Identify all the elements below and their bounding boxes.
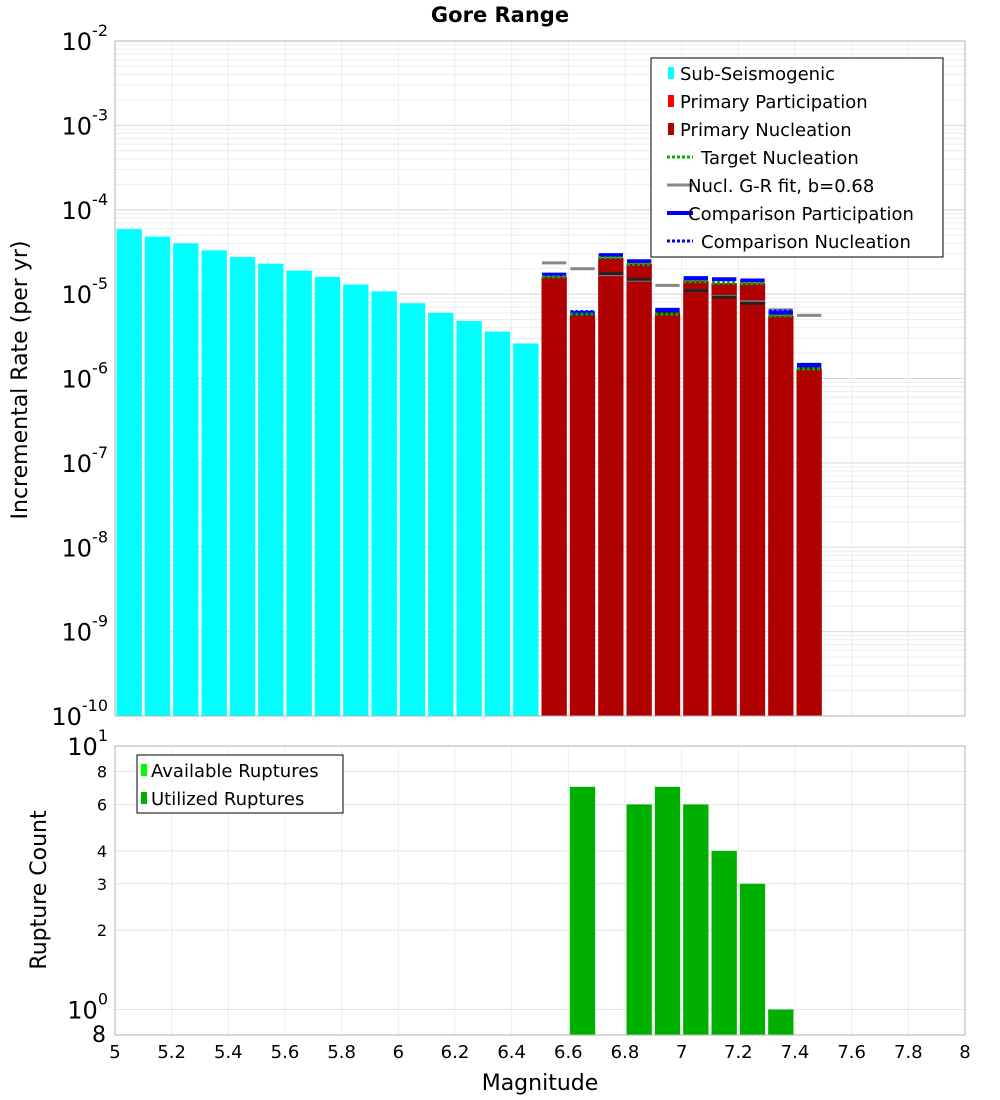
sub-seismogenic-bar — [201, 250, 227, 717]
utilized-ruptures-bar — [768, 1009, 794, 1035]
y-tick-label: 10-3 — [62, 105, 109, 140]
legend-swatch — [668, 95, 674, 107]
utilized-ruptures-bar — [683, 804, 709, 1035]
y-tick-label: 6 — [97, 795, 107, 814]
utilized-ruptures-bar — [626, 804, 652, 1035]
sub-seismogenic-bar — [484, 331, 511, 716]
x-tick-label: 7 — [676, 1042, 687, 1063]
x-tick-label: 6.2 — [441, 1042, 470, 1063]
y-tick-label: 8 — [92, 1023, 106, 1048]
x-tick-label: 6.4 — [497, 1042, 526, 1063]
x-tick-label: 7.4 — [781, 1042, 810, 1063]
primary-nucleation-bar — [711, 283, 737, 716]
x-axis-label: Magnitude — [482, 1071, 599, 1096]
x-tick-label: 5.4 — [214, 1042, 243, 1063]
x-tick-label: 7.2 — [724, 1042, 753, 1063]
legend-label: Primary Participation — [680, 92, 868, 113]
y-tick-label: 100 — [67, 989, 108, 1024]
sub-seismogenic-bar — [144, 236, 171, 716]
sub-seismogenic-bar — [513, 343, 539, 716]
top-plot-frame — [114, 40, 966, 717]
y-tick-label: 10-6 — [62, 359, 109, 394]
sub-seismogenic-bar — [258, 263, 284, 716]
legend-label: Primary Nucleation — [680, 120, 852, 141]
legend-swatch — [668, 67, 674, 79]
utilized-ruptures-bar — [569, 786, 596, 1035]
top-plot-lines — [542, 253, 822, 371]
y-tick-label: 4 — [97, 842, 107, 861]
legend-label: Comparison Participation — [688, 204, 914, 225]
primary-nucleation-bar — [654, 313, 681, 716]
legend-swatch — [668, 123, 674, 135]
bottom-plot-bars — [569, 786, 794, 1035]
x-tick-label: 5 — [109, 1042, 120, 1063]
legend-box — [136, 754, 344, 814]
primary-nucleation-bar — [739, 283, 766, 716]
sub-seismogenic-bar — [229, 257, 256, 716]
y-tick-label: 101 — [67, 726, 108, 761]
legend-swatch — [141, 792, 147, 804]
x-tick-label: 8 — [959, 1042, 970, 1063]
y-tick-label: 10-9 — [62, 612, 109, 647]
primary-nucleation-bar — [683, 280, 709, 716]
bottom-y-axis-label: Rupture Count — [27, 810, 52, 970]
y-tick-label: 10-8 — [62, 527, 109, 562]
sub-seismogenic-bar — [371, 291, 397, 716]
legend-label: Sub-Seismogenic — [680, 64, 835, 85]
utilized-ruptures-bar — [711, 850, 737, 1035]
y-tick-label: 10-7 — [62, 443, 109, 478]
x-tick-labels: 5 5.2 5.4 5.6 5.8 6 6.2 6.4 6.6 6.8 7 7.2 7.4 7.6 7.8 8 — [109, 1042, 970, 1063]
x-tick-label: 6.6 — [554, 1042, 583, 1063]
y-tick-label: 8 — [97, 763, 107, 782]
sub-seismogenic-bar — [428, 312, 454, 716]
primary-nucleation-bar — [541, 276, 567, 716]
top-plot-gridlines — [114, 41, 966, 717]
legend-label: Target Nucleation — [700, 148, 859, 169]
sub-seismogenic-bar — [399, 303, 426, 716]
utilized-ruptures-bar — [739, 883, 766, 1035]
x-tick-label: 5.2 — [157, 1042, 186, 1063]
primary-nucleation-bar — [569, 314, 596, 716]
x-tick-label: 6 — [393, 1042, 404, 1063]
x-tick-label: 5.8 — [327, 1042, 356, 1063]
y-tick-label: 3 — [97, 875, 107, 894]
sub-seismogenic-bar — [116, 229, 142, 717]
legend-box — [650, 57, 944, 258]
y-tick-label: 2 — [97, 921, 107, 940]
legend-swatch — [141, 764, 147, 776]
top-plot-bars — [116, 229, 822, 717]
bottom-plot-frame — [114, 745, 966, 1036]
primary-nucleation-bar — [796, 368, 822, 716]
legend-label: Nucl. G-R fit, b=0.68 — [688, 176, 874, 197]
sub-seismogenic-bar — [173, 243, 199, 717]
primary-nucleation-bar — [768, 315, 794, 716]
y-tick-label: 10-10 — [51, 696, 108, 731]
sub-seismogenic-bar — [314, 276, 341, 716]
y-tick-label: 10-2 — [62, 21, 109, 56]
top-y-tick-labels: 10-10 10-9 10-8 10-7 10-6 10-5 10-4 10-3 10-2 — [51, 21, 108, 731]
x-tick-label: 7.8 — [894, 1042, 923, 1063]
x-tick-label: 6.8 — [611, 1042, 640, 1063]
sub-seismogenic-bar — [456, 321, 482, 716]
top-legend: Sub-Seismogenic Primary Participation Prim… — [650, 57, 944, 258]
y-tick-label: 10-4 — [62, 190, 109, 225]
utilized-ruptures-bar — [654, 786, 681, 1035]
x-tick-label: 7.6 — [837, 1042, 866, 1063]
legend-label: Comparison Nucleation — [701, 232, 911, 253]
y-tick-label: 10-5 — [62, 274, 109, 309]
legend-label: Utilized Ruptures — [151, 789, 304, 810]
bottom-legend: Available Ruptures Utilized Ruptures — [136, 754, 344, 814]
top-y-axis-label: Incremental Rate (per yr) — [8, 241, 33, 520]
chart-title: Gore Range — [431, 3, 569, 27]
legend-label: Available Ruptures — [151, 761, 319, 782]
x-tick-label: 5.6 — [271, 1042, 300, 1063]
primary-nucleation-bar — [598, 257, 624, 716]
primary-nucleation-bar — [626, 263, 652, 716]
sub-seismogenic-bar — [286, 270, 312, 716]
sub-seismogenic-bar — [343, 284, 369, 716]
